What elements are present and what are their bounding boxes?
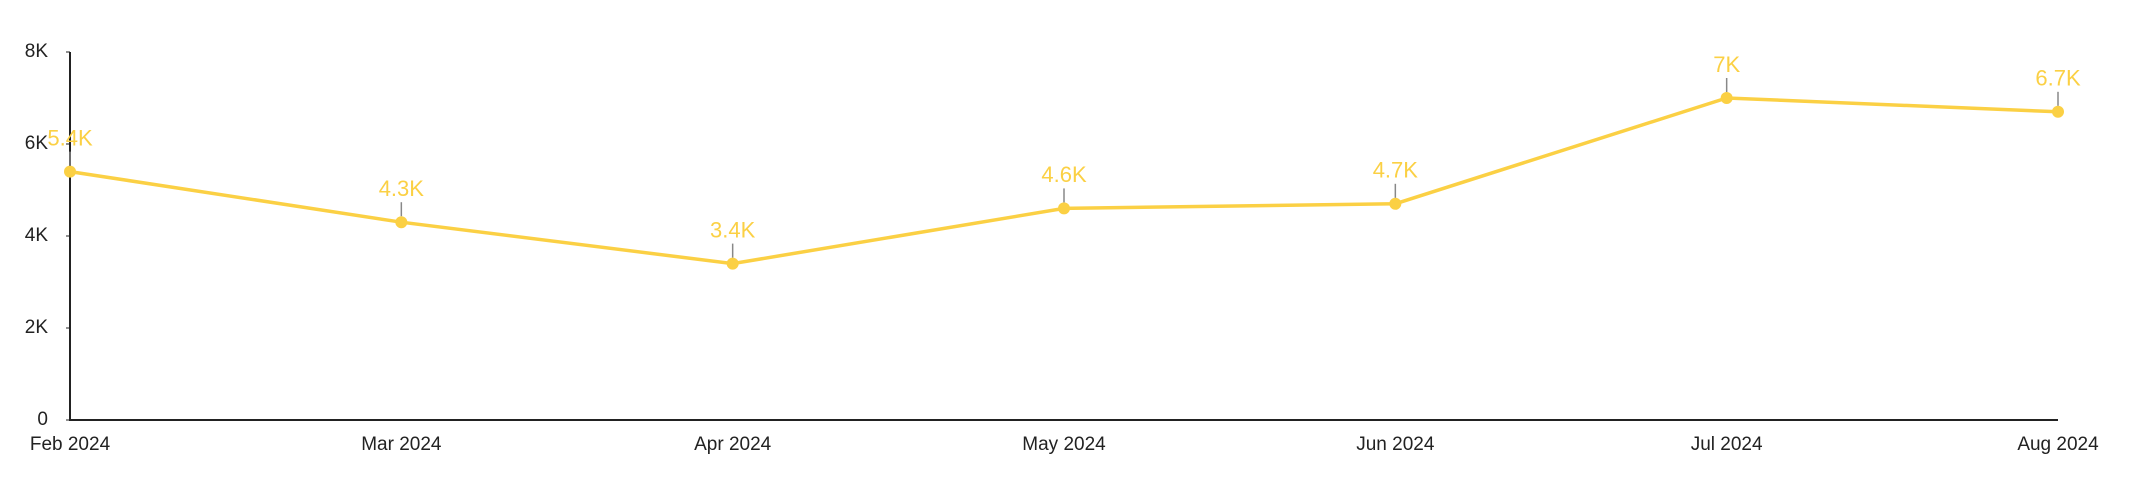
- value-label: 4.6K: [1041, 162, 1087, 187]
- y-tick-label: 4K: [25, 225, 49, 246]
- point: [726, 257, 739, 270]
- value-label: 4.7K: [1373, 158, 1419, 183]
- x-tick-label: Feb 2024: [30, 434, 111, 455]
- x-tick-label: Mar 2024: [361, 434, 442, 455]
- point: [395, 216, 408, 229]
- value-label: 4.3K: [379, 176, 425, 201]
- value-label: 6.7K: [2035, 66, 2081, 91]
- x-tick-label: Jun 2024: [1356, 434, 1435, 455]
- value-label: 7K: [1713, 52, 1740, 77]
- y-tick-label: 8K: [25, 41, 49, 62]
- point: [2052, 105, 2064, 118]
- point: [1058, 202, 1070, 215]
- x-tick-label: Jul 2024: [1691, 434, 1763, 455]
- x-tick-label: Apr 2024: [694, 434, 772, 455]
- y-tick-label: 6K: [25, 133, 49, 154]
- point: [64, 165, 76, 178]
- point: [1720, 92, 1733, 104]
- y-tick-label: 0: [37, 409, 48, 430]
- x-tick-label: May 2024: [1022, 434, 1106, 455]
- y-tick-label: 2K: [25, 317, 49, 338]
- point: [1389, 197, 1402, 210]
- value-label: 3.4K: [710, 217, 756, 242]
- value-label: 5.4K: [47, 125, 93, 150]
- x-tick-label: Aug 2024: [2017, 434, 2099, 455]
